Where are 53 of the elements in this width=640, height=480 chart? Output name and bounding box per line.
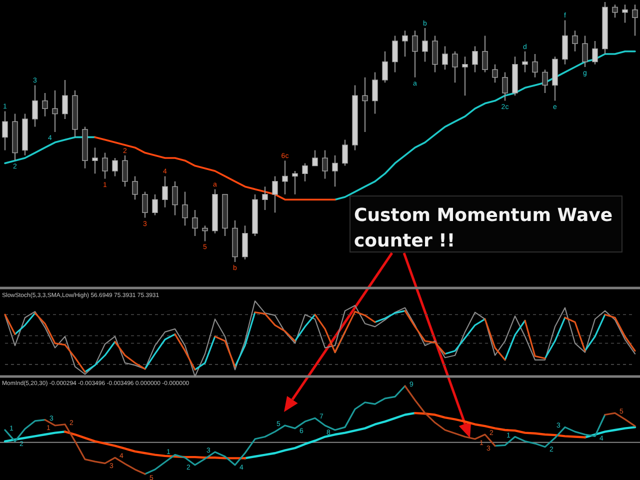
- candlestick: [522, 50, 528, 73]
- candlestick: [302, 162, 308, 182]
- candlestick: [52, 90, 58, 132]
- candlestick: [122, 154, 128, 188]
- candlestick: [32, 84, 38, 128]
- candlestick: [502, 72, 508, 102]
- candlestick: [452, 50, 458, 84]
- candlestick: [572, 30, 578, 52]
- candlestick: [492, 64, 498, 84]
- candlestick: [182, 191, 188, 226]
- candlestick: [462, 56, 468, 96]
- candlestick: [282, 160, 288, 195]
- candlestick: [152, 194, 158, 216]
- candlestick: [92, 147, 98, 174]
- candlestick: [422, 28, 428, 62]
- candlestick: [542, 69, 548, 94]
- candlestick: [272, 176, 278, 214]
- candlestick: [482, 35, 488, 73]
- candlestick: [382, 50, 388, 84]
- candlestick: [582, 35, 588, 68]
- candlestick: [192, 210, 198, 236]
- candlestick: [632, 4, 638, 36]
- candlestick: [592, 40, 598, 65]
- candlestick: [292, 170, 298, 195]
- candlestick: [332, 154, 338, 188]
- candlestick: [562, 20, 568, 65]
- candlestick: [172, 180, 178, 216]
- candlestick: [142, 191, 148, 218]
- candlestick: [312, 150, 318, 166]
- candlestick: [102, 152, 108, 180]
- candlestick: [202, 225, 208, 242]
- candlestick: [532, 54, 538, 78]
- candlestick: [392, 35, 398, 73]
- annotation: Custom Momentum Wave counter !!: [354, 205, 613, 252]
- candlestick: [162, 176, 168, 208]
- candlestick: [432, 35, 438, 73]
- candlestick: [262, 186, 268, 210]
- candlestick: [412, 30, 418, 78]
- candlestick: [322, 150, 328, 180]
- candlestick: [342, 139, 348, 166]
- candlestick: [2, 110, 8, 151]
- candlestick: [62, 80, 68, 120]
- candlestick: [112, 158, 118, 177]
- candlestick: [612, 4, 618, 18]
- candlestick: [242, 225, 248, 260]
- candlestick: [442, 46, 448, 70]
- candlestick: [372, 72, 378, 114]
- candlestick: [472, 46, 478, 73]
- candlestick: [362, 76, 368, 132]
- candlestick: [402, 30, 408, 58]
- candlestick: [132, 176, 138, 200]
- candlestick: [42, 92, 48, 117]
- candlestick: [622, 4, 628, 24]
